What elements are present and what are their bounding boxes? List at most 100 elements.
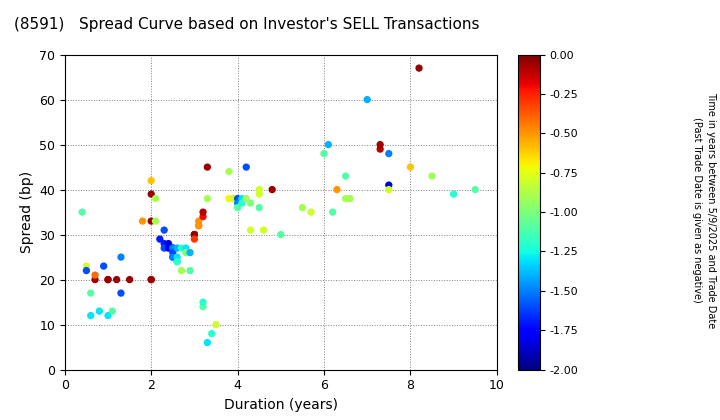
- Point: [111, 276, 122, 283]
- Point: [189, 231, 200, 238]
- Point: [374, 146, 386, 152]
- Point: [184, 267, 196, 274]
- Point: [81, 267, 92, 274]
- Point: [448, 191, 459, 197]
- Point: [236, 200, 248, 207]
- Point: [189, 231, 200, 238]
- Point: [115, 290, 127, 297]
- Point: [344, 195, 356, 202]
- Point: [171, 258, 183, 265]
- Point: [240, 195, 252, 202]
- Point: [98, 263, 109, 270]
- Point: [163, 240, 174, 247]
- Point: [374, 141, 386, 148]
- Point: [89, 276, 101, 283]
- Point: [318, 150, 330, 157]
- Point: [236, 195, 248, 202]
- Point: [176, 267, 187, 274]
- Point: [197, 299, 209, 305]
- Point: [202, 195, 213, 202]
- Point: [150, 218, 161, 224]
- Point: [223, 168, 235, 175]
- Point: [245, 200, 256, 207]
- Point: [167, 245, 179, 252]
- Point: [426, 173, 438, 179]
- Point: [145, 276, 157, 283]
- Point: [383, 150, 395, 157]
- Point: [197, 213, 209, 220]
- Point: [180, 245, 192, 252]
- Point: [240, 164, 252, 171]
- Point: [331, 186, 343, 193]
- Point: [145, 191, 157, 197]
- Point: [85, 312, 96, 319]
- Point: [158, 245, 170, 252]
- Point: [150, 195, 161, 202]
- Point: [137, 218, 148, 224]
- Point: [176, 245, 187, 252]
- Point: [167, 254, 179, 260]
- Point: [266, 186, 278, 193]
- Point: [297, 204, 308, 211]
- X-axis label: Duration (years): Duration (years): [224, 398, 338, 412]
- Point: [102, 276, 114, 283]
- Point: [154, 236, 166, 242]
- Point: [253, 191, 265, 197]
- Point: [275, 231, 287, 238]
- Point: [197, 209, 209, 215]
- Point: [167, 254, 179, 260]
- Point: [102, 312, 114, 319]
- Point: [115, 254, 127, 260]
- Point: [167, 245, 179, 252]
- Point: [94, 308, 105, 315]
- Point: [171, 245, 183, 252]
- Point: [469, 186, 481, 193]
- Point: [81, 263, 92, 270]
- Point: [383, 186, 395, 193]
- Point: [383, 182, 395, 189]
- Point: [340, 195, 351, 202]
- Point: [361, 96, 373, 103]
- Point: [197, 303, 209, 310]
- Point: [258, 227, 269, 234]
- Point: [180, 249, 192, 256]
- Point: [163, 245, 174, 252]
- Point: [145, 276, 157, 283]
- Point: [193, 222, 204, 229]
- Point: [167, 245, 179, 252]
- Point: [145, 218, 157, 224]
- Point: [253, 204, 265, 211]
- Point: [167, 249, 179, 256]
- Point: [124, 276, 135, 283]
- Point: [245, 227, 256, 234]
- Point: [189, 231, 200, 238]
- Point: [232, 200, 243, 207]
- Point: [193, 222, 204, 229]
- Point: [305, 209, 317, 215]
- Point: [413, 65, 425, 71]
- Point: [228, 195, 239, 202]
- Point: [232, 195, 243, 202]
- Point: [232, 204, 243, 211]
- Point: [223, 195, 235, 202]
- Point: [189, 236, 200, 242]
- Point: [107, 308, 118, 315]
- Point: [327, 209, 338, 215]
- Point: [102, 276, 114, 283]
- Point: [171, 258, 183, 265]
- Text: (Past Trade Date is given as negative): (Past Trade Date is given as negative): [692, 117, 702, 303]
- Point: [171, 254, 183, 260]
- Point: [202, 164, 213, 171]
- Y-axis label: Spread (bp): Spread (bp): [19, 171, 34, 253]
- Point: [340, 173, 351, 179]
- Point: [405, 164, 416, 171]
- Point: [85, 290, 96, 297]
- Point: [193, 218, 204, 224]
- Point: [158, 227, 170, 234]
- Point: [89, 272, 101, 278]
- Point: [158, 240, 170, 247]
- Text: (8591)   Spread Curve based on Investor's SELL Transactions: (8591) Spread Curve based on Investor's …: [14, 17, 480, 32]
- Point: [76, 209, 88, 215]
- Point: [206, 330, 217, 337]
- Text: Time in years between 5/9/2025 and Trade Date: Time in years between 5/9/2025 and Trade…: [706, 92, 716, 328]
